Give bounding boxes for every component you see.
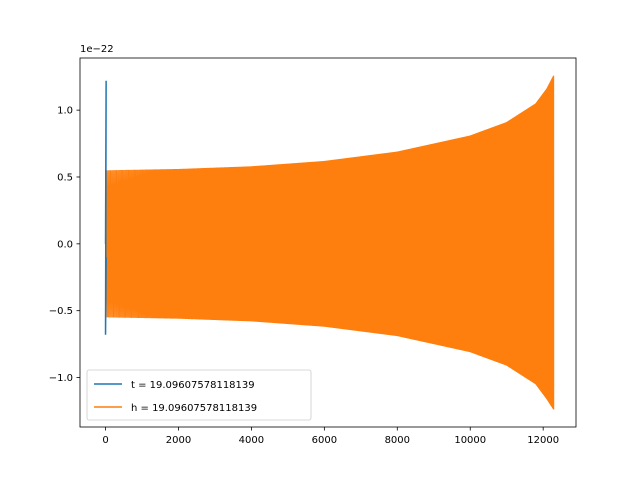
series-h-dense-region xyxy=(477,76,554,410)
axes-frame xyxy=(79,57,577,428)
x-tick-label: 4000 xyxy=(239,435,264,446)
x-tick-label: 6000 xyxy=(312,435,337,446)
y-offset-text: 1e−22 xyxy=(80,44,114,55)
legend-label-h: h = 19.09607578118139 xyxy=(131,403,257,414)
series-t-line xyxy=(104,80,107,335)
plot-area xyxy=(104,75,555,410)
legend: t = 19.09607578118139 h = 19.09607578118… xyxy=(86,369,312,421)
legend-label-t: t = 19.09607578118139 xyxy=(131,380,255,391)
y-tick-label: 0.0 xyxy=(57,239,73,250)
legend-box xyxy=(86,369,312,421)
x-tick-label: 2000 xyxy=(166,435,191,446)
x-tick-label: 12000 xyxy=(527,435,559,446)
x-tick-label: 8000 xyxy=(385,435,410,446)
y-tick-label: 1.0 xyxy=(57,106,73,117)
y-tick-label: −0.5 xyxy=(49,306,73,317)
x-tick-label: 0 xyxy=(102,435,108,446)
x-axis: 0 2000 4000 6000 8000 10000 12000 xyxy=(102,427,559,446)
x-tick-label: 10000 xyxy=(454,435,486,446)
y-tick-label: −1.0 xyxy=(49,373,73,384)
y-tick-label: 0.5 xyxy=(57,172,73,183)
y-axis: −1.0 −0.5 0.0 0.5 1.0 xyxy=(49,106,80,384)
